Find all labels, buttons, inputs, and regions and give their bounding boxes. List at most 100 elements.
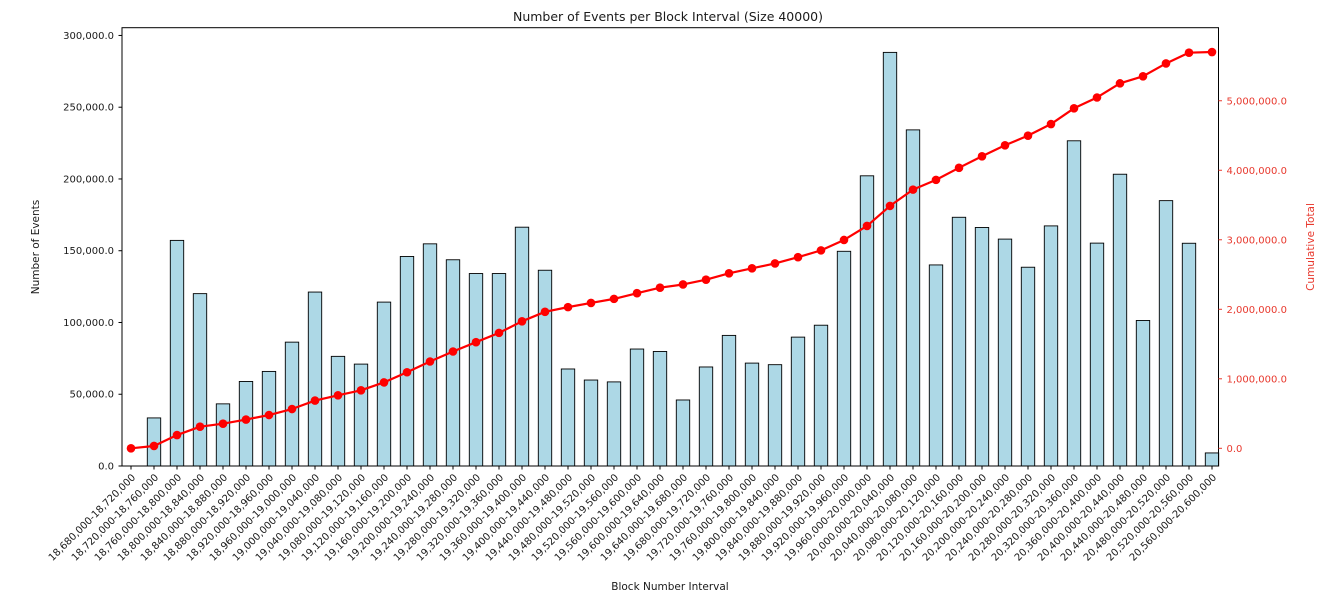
bar	[698, 366, 714, 467]
line-marker	[149, 441, 159, 451]
line-marker	[1046, 119, 1056, 129]
bar	[1158, 200, 1174, 467]
line-marker	[287, 404, 297, 414]
bar	[606, 381, 622, 467]
bar	[445, 259, 461, 467]
left-y-tick-label: 0.0	[98, 462, 114, 473]
line-marker	[793, 252, 803, 262]
bar	[951, 216, 967, 467]
line-marker	[908, 185, 918, 194]
line-marker	[172, 430, 182, 440]
bar	[284, 341, 300, 467]
y-axis-label-right: Cumulative Total	[1305, 203, 1317, 291]
left-y-tick-label: 150,000.0	[63, 246, 114, 257]
bar	[307, 291, 323, 467]
line-marker	[770, 259, 780, 268]
line-marker	[402, 367, 412, 377]
bar	[1112, 173, 1128, 467]
line-marker	[1023, 131, 1033, 140]
line-marker	[701, 275, 711, 284]
bar	[767, 364, 783, 467]
bar	[836, 250, 852, 467]
line-marker	[1138, 72, 1148, 81]
bar	[1020, 266, 1036, 467]
bar	[192, 293, 208, 467]
line-marker	[517, 317, 527, 326]
line-marker	[448, 347, 458, 356]
line-marker	[862, 221, 872, 231]
right-y-tick-label: 3,000,000.0	[1227, 235, 1287, 246]
right-y-tick-label: 2,000,000.0	[1227, 305, 1287, 316]
bar	[859, 175, 875, 467]
bar	[744, 362, 760, 467]
bar	[1089, 242, 1105, 467]
line-marker	[1207, 47, 1217, 57]
line-marker	[678, 280, 688, 289]
line-marker	[126, 444, 136, 453]
line-marker	[264, 410, 274, 420]
bar	[721, 334, 737, 467]
line-marker	[747, 264, 757, 273]
line-marker	[724, 269, 734, 278]
bar	[652, 351, 668, 467]
line-marker	[218, 419, 228, 428]
bar	[399, 256, 415, 467]
left-y-tick-label: 200,000.0	[63, 174, 114, 185]
line-marker	[816, 246, 826, 255]
line-marker	[885, 201, 895, 211]
line-marker	[1161, 59, 1171, 68]
bar	[974, 227, 990, 467]
right-y-tick-label: 4,000,000.0	[1227, 166, 1287, 177]
bar	[1043, 225, 1059, 467]
line-marker	[356, 386, 366, 395]
line-marker	[540, 307, 550, 317]
right-y-tick-label: 0.0	[1227, 444, 1243, 455]
bar	[813, 324, 829, 467]
bar	[928, 264, 944, 467]
bar	[537, 269, 553, 467]
y-axis-label-left: Number of Events	[30, 199, 42, 295]
bar	[491, 273, 507, 467]
left-y-tick-label: 300,000.0	[63, 31, 114, 42]
bar	[560, 368, 576, 467]
line-marker	[931, 175, 941, 185]
right-y-tick-label: 5,000,000.0	[1227, 96, 1287, 107]
line-marker	[1092, 93, 1102, 102]
line-marker	[977, 151, 987, 161]
bar	[215, 403, 231, 467]
bar	[905, 129, 921, 467]
bar	[353, 363, 369, 467]
line-marker	[839, 235, 849, 245]
bar	[468, 273, 484, 467]
bar	[330, 355, 346, 467]
line-marker	[1184, 48, 1194, 57]
line-marker	[1000, 140, 1010, 150]
bar	[997, 238, 1013, 467]
line-marker	[471, 337, 481, 347]
bar	[1204, 452, 1220, 467]
line-marker	[195, 422, 205, 431]
bar	[629, 348, 645, 467]
line-marker	[379, 378, 389, 387]
bar	[882, 51, 898, 467]
line-marker	[1069, 103, 1079, 113]
line-marker	[333, 390, 343, 400]
right-y-tick-label: 1,000,000.0	[1227, 374, 1287, 385]
bar	[1066, 140, 1082, 467]
left-y-tick-label: 250,000.0	[63, 103, 114, 114]
line-marker	[241, 415, 251, 424]
line-marker	[586, 298, 596, 308]
bar	[514, 226, 530, 467]
line-marker	[563, 302, 573, 312]
bar	[1135, 320, 1151, 467]
bar	[675, 399, 691, 467]
bar	[583, 379, 599, 467]
left-y-tick-label: 50,000.0	[69, 390, 114, 401]
plot-border	[121, 27, 1219, 467]
x-axis-label: Block Number Interval	[611, 581, 729, 593]
line-marker	[494, 328, 504, 338]
line-marker	[609, 294, 619, 304]
bar	[422, 243, 438, 467]
